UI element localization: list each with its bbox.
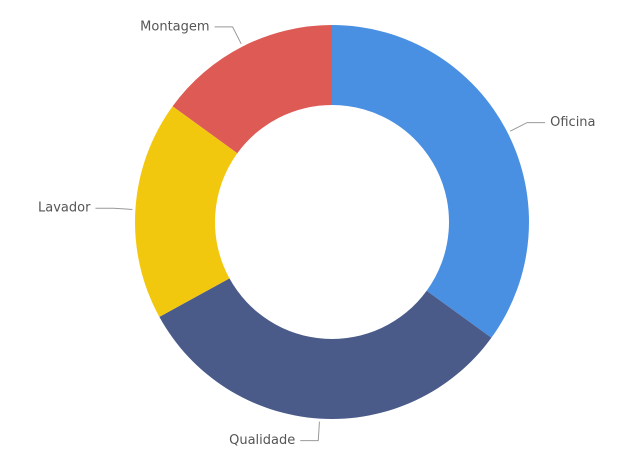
donut-slice [135,106,238,317]
leader-line [300,421,320,442]
leader-line [95,207,133,210]
slice-label: Qualidade [229,433,295,448]
slice-label: Lavador [38,201,91,216]
donut-slice [332,25,529,338]
leader-line [214,26,242,45]
slice-label: Montagem [140,19,209,34]
donut-slice [172,25,332,154]
donut-slice [159,278,492,420]
leader-line [509,122,546,132]
slice-label: Oficina [550,115,595,130]
